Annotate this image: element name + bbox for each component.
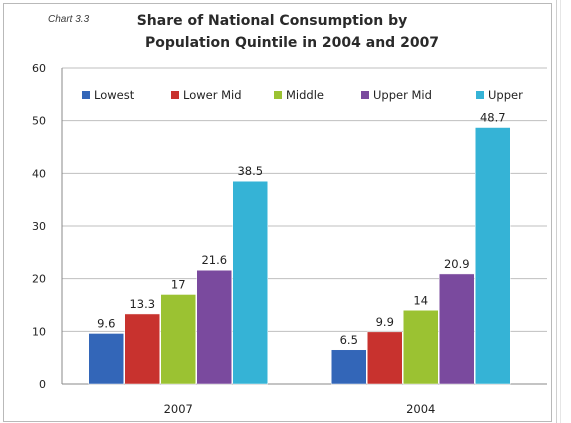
data-label: 9.6 xyxy=(97,316,115,330)
data-label: 6.5 xyxy=(340,333,358,347)
bar-middle-2004 xyxy=(403,310,439,385)
data-label: 14 xyxy=(413,293,428,307)
legend: Lowest Lower Mid Middle Upper Mid Upper xyxy=(82,88,523,102)
bar-lowest-2007 xyxy=(88,333,124,385)
chart-title-line-1: Share of National Consumption by xyxy=(137,13,408,29)
bar-upper-2004 xyxy=(475,127,511,385)
bars xyxy=(88,127,511,385)
legend-swatch xyxy=(476,91,484,99)
y-tick-label: 20 xyxy=(32,273,46,286)
bar-lowest-2004 xyxy=(331,349,367,385)
page-divider-secondary xyxy=(560,0,561,423)
page-divider xyxy=(556,0,557,423)
data-label: 13.3 xyxy=(129,297,155,311)
legend-label: Lowest xyxy=(94,88,135,102)
chart-number-label: Chart 3.3 xyxy=(48,14,90,25)
legend-swatch xyxy=(171,91,179,99)
y-tick-label: 60 xyxy=(32,62,46,75)
bar-middle-2007 xyxy=(160,294,196,385)
legend-swatch xyxy=(82,91,90,99)
x-category-label: 2004 xyxy=(406,402,435,416)
chart-title-line-2: Population Quintile in 2004 and 2007 xyxy=(145,35,439,51)
y-axis: 0 10 20 30 40 50 60 xyxy=(32,62,63,391)
y-tick-label: 30 xyxy=(32,220,46,233)
bar-upper-2007 xyxy=(232,180,268,385)
data-label: 38.5 xyxy=(237,164,263,178)
data-label: 17 xyxy=(171,277,186,291)
legend-label: Upper Mid xyxy=(373,88,432,102)
data-label: 21.6 xyxy=(201,253,227,267)
legend-swatch xyxy=(274,91,282,99)
bar-lower-mid-2007 xyxy=(124,313,160,385)
y-tick-label: 50 xyxy=(32,115,46,128)
y-tick-label: 10 xyxy=(32,325,46,338)
bar-lower-mid-2004 xyxy=(367,331,403,385)
legend-swatch xyxy=(361,91,369,99)
data-label: 20.9 xyxy=(444,257,470,271)
x-category-label: 2007 xyxy=(164,402,193,416)
legend-label: Middle xyxy=(286,88,324,102)
legend-label: Upper xyxy=(488,88,523,102)
y-tick-label: 0 xyxy=(39,378,46,391)
data-labels: 9.6 13.3 17 21.6 38.5 6.5 9.9 14 20.9 48.7 xyxy=(97,111,505,347)
bar-upper-mid-2007 xyxy=(196,269,232,385)
bar-upper-mid-2004 xyxy=(439,273,475,385)
data-label: 48.7 xyxy=(480,111,506,125)
y-tick-label: 40 xyxy=(32,167,46,180)
legend-label: Lower Mid xyxy=(183,88,242,102)
x-axis: 2007 2004 xyxy=(164,402,436,416)
data-label: 9.9 xyxy=(376,315,394,329)
